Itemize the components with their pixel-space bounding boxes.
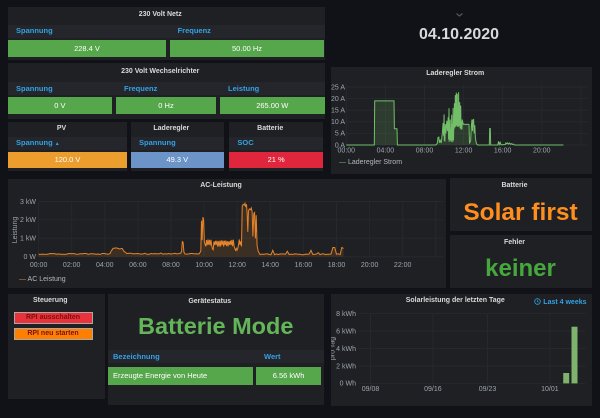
svg-text:4 kWh: 4 kWh — [336, 346, 356, 353]
svg-text:06:00: 06:00 — [129, 262, 147, 269]
svg-text:5 A: 5 A — [335, 131, 345, 138]
svg-text:09/16: 09/16 — [424, 386, 442, 393]
svg-text:16:00: 16:00 — [494, 148, 512, 155]
svg-text:20 A: 20 A — [331, 96, 345, 103]
svg-text:20:00: 20:00 — [533, 148, 551, 155]
svg-text:04:00: 04:00 — [377, 148, 395, 155]
svg-text:15 A: 15 A — [331, 108, 345, 115]
svg-text:08:00: 08:00 — [416, 148, 434, 155]
svg-text:2 kWh: 2 kWh — [336, 363, 356, 370]
svg-text:14:00: 14:00 — [262, 262, 280, 269]
svg-text:0 A: 0 A — [335, 142, 345, 149]
svg-text:18:00: 18:00 — [328, 262, 346, 269]
svg-text:16:00: 16:00 — [295, 262, 313, 269]
svg-text:12:00: 12:00 — [228, 262, 246, 269]
svg-text:09/23: 09/23 — [479, 386, 497, 393]
svg-text:09/08: 09/08 — [362, 386, 380, 393]
svg-text:25 A: 25 A — [331, 84, 345, 91]
svg-text:10 A: 10 A — [331, 119, 345, 126]
svg-text:20:00: 20:00 — [361, 262, 379, 269]
svg-text:0 Wh: 0 Wh — [340, 381, 356, 388]
svg-text:08:00: 08:00 — [162, 262, 180, 269]
svg-text:0 W: 0 W — [24, 254, 37, 261]
svg-text:00:00: 00:00 — [338, 148, 356, 155]
svg-text:10:00: 10:00 — [195, 262, 213, 269]
svg-text:10/01: 10/01 — [541, 386, 559, 393]
svg-text:3 kW: 3 kW — [20, 199, 36, 206]
svg-text:04:00: 04:00 — [96, 262, 114, 269]
svg-text:8 kWh: 8 kWh — [336, 311, 356, 318]
svg-text:22:00: 22:00 — [394, 262, 412, 269]
svg-text:Leistung: Leistung — [12, 217, 19, 244]
svg-text:6 kWh: 6 kWh — [336, 328, 356, 335]
svg-text:00:00: 00:00 — [30, 262, 48, 269]
svg-text:12:00: 12:00 — [455, 148, 473, 155]
svg-text:02:00: 02:00 — [63, 262, 81, 269]
svg-text:2 kW: 2 kW — [20, 217, 36, 224]
svg-text:1 kW: 1 kW — [20, 236, 36, 243]
svg-text:pro Tag: pro Tag — [331, 337, 337, 360]
